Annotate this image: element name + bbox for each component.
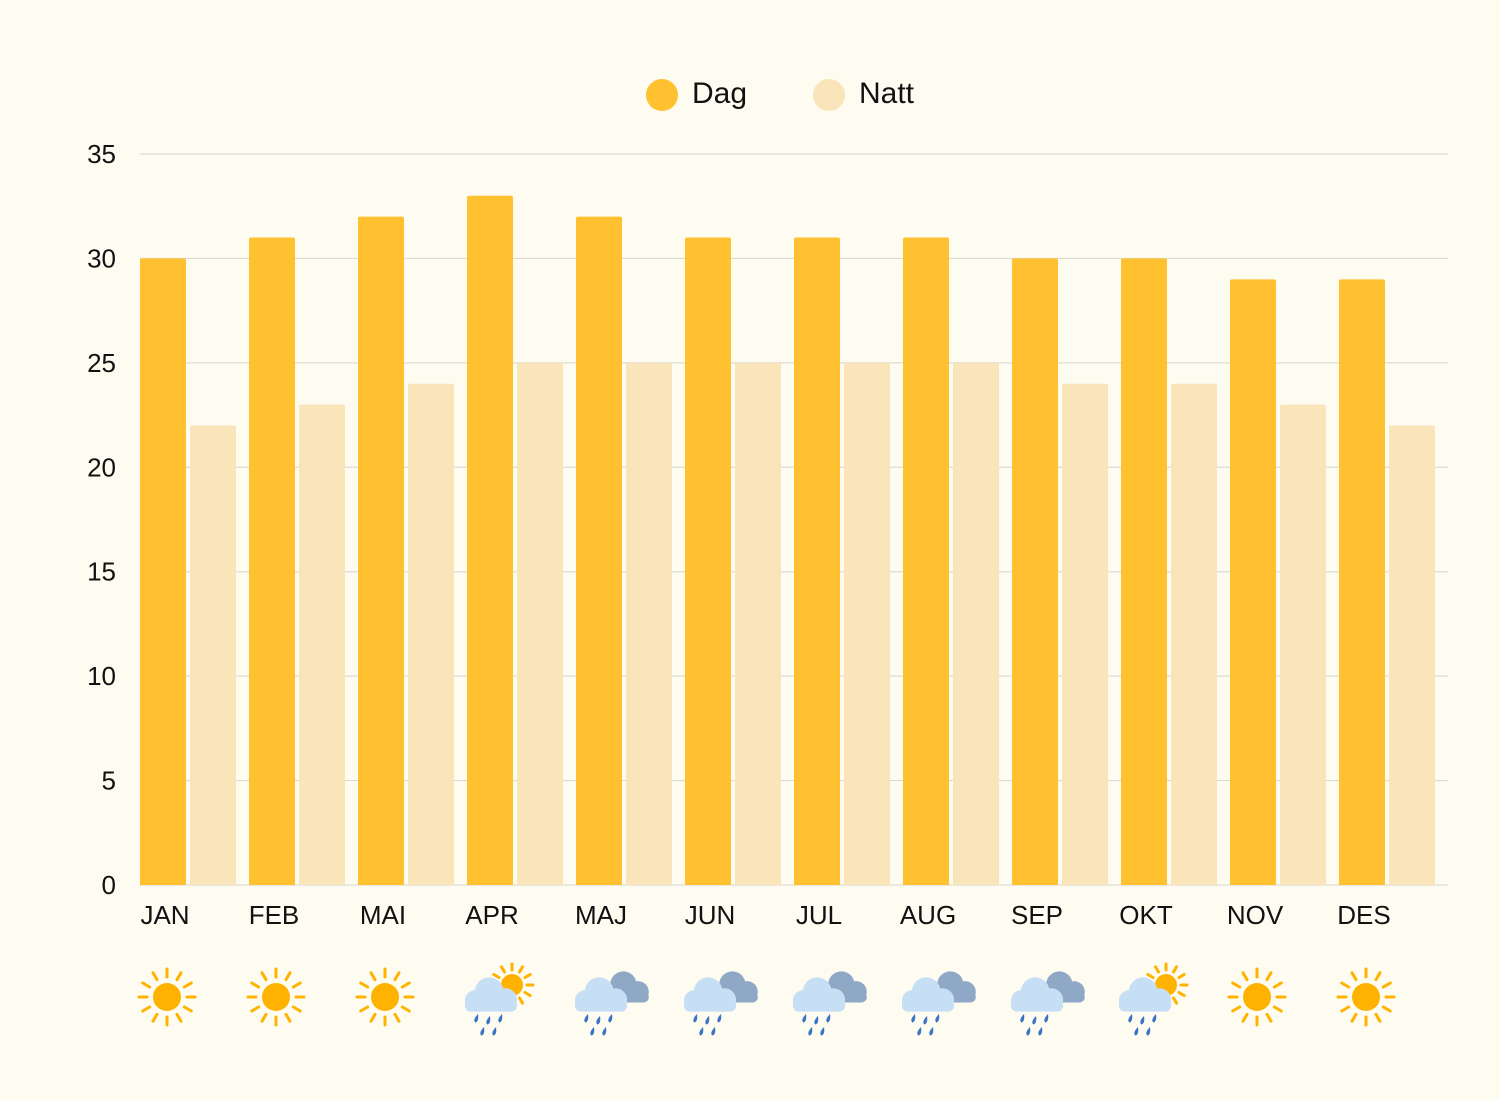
rain-cloud-icon [574,971,649,1036]
x-tick-label: SEP [1011,900,1063,930]
bar-dag-mai [358,216,404,885]
legend-swatch-dag [646,79,678,111]
bar-dag-aug [903,237,949,886]
bar-natt-nov [1280,404,1326,885]
bar-natt-apr [517,362,563,885]
y-tick-label: 30 [87,243,116,273]
y-tick-label: 5 [102,766,116,796]
legend-swatch-natt [813,79,845,111]
x-tick-label: FEB [249,900,300,930]
y-tick-label: 15 [87,557,116,587]
weather-icons [137,962,1396,1036]
x-tick-label: APR [465,900,518,930]
rain-cloud-icon [901,971,976,1036]
sun-icon [137,967,197,1027]
x-tick-label: JAN [140,900,189,930]
rain-cloud-icon [1010,971,1085,1036]
sun-icon [355,967,415,1027]
bar-dag-sep [1012,258,1058,885]
bar-dag-jul [794,237,840,886]
y-tick-label: 25 [87,348,116,378]
x-tick-label: JUN [685,900,736,930]
bar-natt-jul [844,362,890,885]
bar-natt-mai [408,383,454,885]
bar-dag-nov [1230,279,1276,885]
rain-cloud-icon [792,971,867,1036]
bar-dag-okt [1121,258,1167,885]
y-tick-label: 10 [87,661,116,691]
y-tick-label: 35 [87,139,116,169]
bar-natt-feb [299,404,345,885]
sun-icon [1227,967,1287,1027]
x-axis-labels: JAN FEB MAI APR MAJ JUN JUL AUG SEP OKT NOV DES [140,900,1390,930]
y-axis-ticks: 0 5 10 15 20 25 30 35 [87,139,116,900]
bar-natt-des [1389,425,1435,885]
x-tick-label: MAI [360,900,406,930]
x-tick-label: NOV [1227,900,1284,930]
bar-natt-maj [626,362,672,885]
rain-cloud-icon [683,971,758,1036]
x-tick-label: JUL [796,900,842,930]
legend-label-natt: Natt [859,77,915,110]
x-tick-label: AUG [900,900,956,930]
bar-natt-aug [953,362,999,885]
bar-natt-jun [735,362,781,885]
bar-dag-feb [249,237,295,886]
y-tick-label: 20 [87,452,116,482]
sun-icon [1336,967,1396,1027]
bar-dag-maj [576,216,622,885]
sun-icon [246,967,306,1027]
bar-dag-des [1339,279,1385,885]
sun-rain-cloud-icon [464,962,535,1036]
x-tick-label: MAJ [575,900,627,930]
bar-dag-apr [467,195,513,885]
legend-label-dag: Dag [692,77,747,110]
legend: Dag Natt [646,77,915,111]
bar-dag-jan [140,258,186,885]
x-tick-label: OKT [1119,900,1173,930]
bars [140,195,1435,886]
bar-natt-sep [1062,383,1108,885]
bar-dag-jun [685,237,731,886]
bar-natt-okt [1171,383,1217,885]
sun-rain-cloud-icon [1118,962,1189,1036]
y-tick-label: 0 [102,870,116,900]
bar-natt-jan [190,425,236,885]
x-tick-label: DES [1337,900,1390,930]
